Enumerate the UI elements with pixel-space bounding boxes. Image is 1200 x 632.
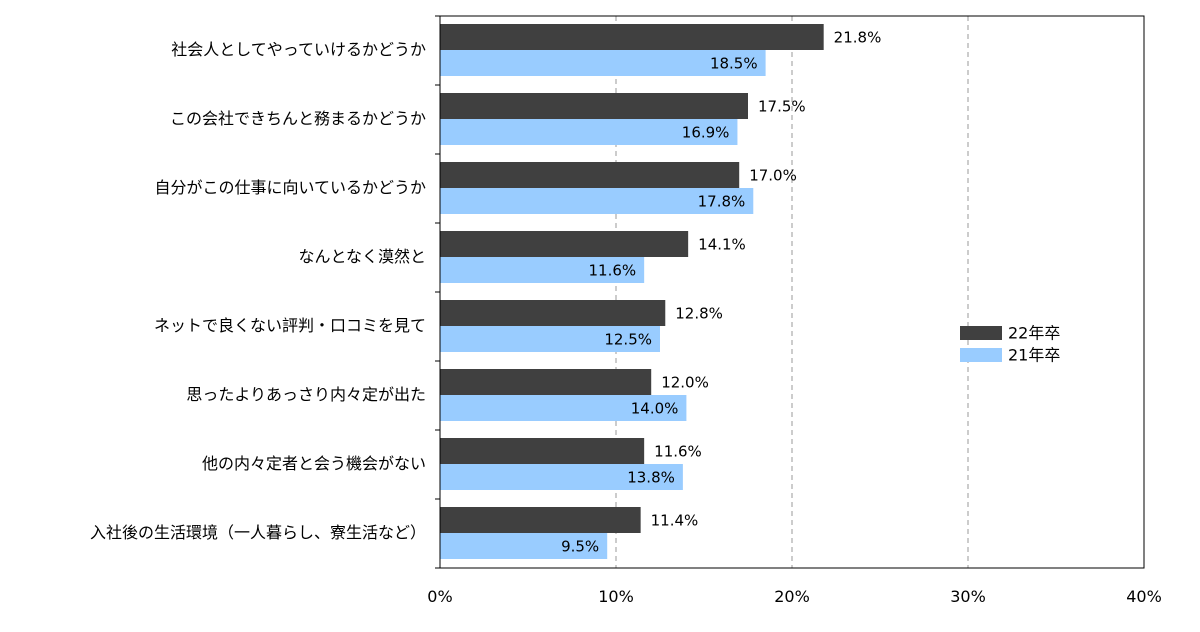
bar-series1-5 bbox=[440, 369, 652, 395]
data-label-series2-5: 14.0% bbox=[631, 400, 679, 418]
data-labels: 21.8% 18.5% 17.5% 16.9% 17.0%17.8% 14.1% 11.6%… bbox=[561, 29, 881, 556]
category-label-3: なんとなく漠然と bbox=[298, 247, 426, 266]
bar-series2-1 bbox=[440, 119, 738, 145]
category-label-2: 自分がこの仕事に向いているかどうか bbox=[154, 178, 426, 197]
data-label-series1-3: 14.1% bbox=[698, 236, 746, 254]
bar-series1-2 bbox=[440, 162, 740, 188]
legend-label-series2: 21年卒 bbox=[1008, 346, 1060, 365]
category-label-7: 入社後の生活環境（一人暮らし、寮生活など） bbox=[90, 523, 426, 542]
x-tick-label-20: 20% bbox=[774, 587, 810, 606]
data-label-series2-6: 13.8% bbox=[627, 469, 675, 487]
legend-swatch-series1 bbox=[960, 326, 1002, 340]
category-label-0: 社会人としてやっていけるかどうか bbox=[171, 40, 426, 59]
bar-series1-6 bbox=[440, 438, 645, 464]
category-label-5: 思ったよりあっさり内々定が出た bbox=[186, 385, 426, 404]
data-label-series1-1: 17.5% bbox=[758, 98, 806, 116]
x-tick-label-30: 30% bbox=[950, 587, 986, 606]
bar-series1-7 bbox=[440, 507, 641, 533]
category-label-6: 他の内々定者と会う機会がない bbox=[202, 454, 426, 473]
data-label-series2-4: 12.5% bbox=[604, 331, 652, 349]
bar-series2-2 bbox=[440, 188, 754, 214]
data-label-series2-1: 16.9% bbox=[682, 124, 730, 142]
axes bbox=[435, 15, 1145, 569]
bar-series1-4 bbox=[440, 300, 666, 326]
bar-series2-0 bbox=[440, 50, 766, 76]
data-label-series2-2: 17.8% bbox=[698, 193, 746, 211]
category-labels: 社会人としてやっていけるかどうかこの会社できちんと務まるかどうか自分がこの仕事に… bbox=[90, 40, 426, 542]
bar-series2-4 bbox=[440, 326, 660, 352]
data-label-series1-0: 21.8% bbox=[834, 29, 882, 47]
bar-series1-0 bbox=[440, 24, 824, 50]
bar-series2-5 bbox=[440, 395, 687, 421]
data-label-series2-0: 18.5% bbox=[710, 55, 758, 73]
x-tick-label-40: 40% bbox=[1126, 587, 1162, 606]
data-label-series1-7: 11.4% bbox=[651, 512, 699, 530]
x-tick-label-10: 10% bbox=[598, 587, 634, 606]
bar-series2-6 bbox=[440, 464, 683, 490]
data-label-series2-3: 11.6% bbox=[589, 262, 637, 280]
bar-series1-1 bbox=[440, 93, 748, 119]
legend-label-series1: 22年卒 bbox=[1008, 324, 1060, 343]
bar-series2-7 bbox=[440, 533, 608, 559]
data-label-series2-7: 9.5% bbox=[561, 538, 599, 556]
bar-series2-3 bbox=[440, 257, 645, 283]
bars bbox=[440, 24, 824, 559]
data-label-series1-2: 17.0% bbox=[749, 167, 797, 185]
x-tick-label-0: 0% bbox=[427, 587, 452, 606]
x-tick-labels: 0% 10% 20% 30% 40% bbox=[427, 587, 1161, 606]
data-label-series1-4: 12.8% bbox=[675, 305, 723, 323]
category-label-4: ネットで良くない評判・口コミを見て bbox=[154, 316, 426, 335]
data-label-series1-6: 11.6% bbox=[654, 443, 702, 461]
bar-series1-3 bbox=[440, 231, 689, 257]
data-label-series1-5: 12.0% bbox=[661, 374, 709, 392]
legend-swatch-series2 bbox=[960, 348, 1002, 362]
category-label-1: この会社できちんと務まるかどうか bbox=[170, 109, 426, 128]
legend: 22年卒 21年卒 bbox=[960, 324, 1060, 365]
